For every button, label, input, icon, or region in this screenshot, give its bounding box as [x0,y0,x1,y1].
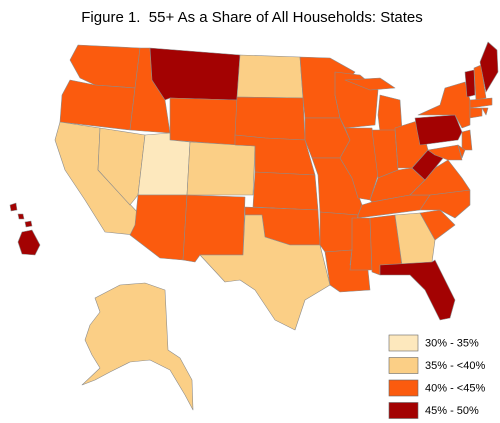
legend-swatch [388,402,419,419]
state [473,64,487,101]
state [479,41,499,93]
state [81,282,194,411]
state [379,259,456,321]
title: Figure 1. 55+ As a Share of All Househol… [81,9,422,26]
state [377,94,403,133]
state [469,97,493,109]
state [24,220,33,228]
state [461,129,473,151]
state [252,171,319,211]
state [344,77,396,91]
state [414,114,463,146]
state [481,107,489,116]
state [129,194,188,261]
state [149,47,241,101]
legend-label: 35% - <40% [425,360,485,372]
state [427,144,463,161]
state [17,213,25,220]
state [186,141,256,196]
state [457,144,466,159]
state [17,229,41,256]
state [394,212,436,266]
state [469,107,483,119]
legend-swatch [388,379,419,397]
legend-label: 40% - <45% [425,382,485,394]
legend-swatch [388,334,419,352]
state [97,127,146,206]
state [464,69,476,98]
state [137,132,191,196]
state [69,44,141,89]
state [169,97,238,146]
state [59,79,136,131]
state [236,54,304,99]
state [349,217,373,271]
state [9,202,18,212]
state [182,194,246,263]
legend-swatch [388,357,419,374]
legend-label: 30% - 35% [425,337,479,349]
state [234,96,306,141]
states [9,41,499,411]
legend-label: 45% - 50% [425,405,479,417]
state [419,209,456,241]
legend: 30% - 35% 35% - <40% 40% - <45% 45% - 50% [388,334,485,419]
state [199,214,331,331]
